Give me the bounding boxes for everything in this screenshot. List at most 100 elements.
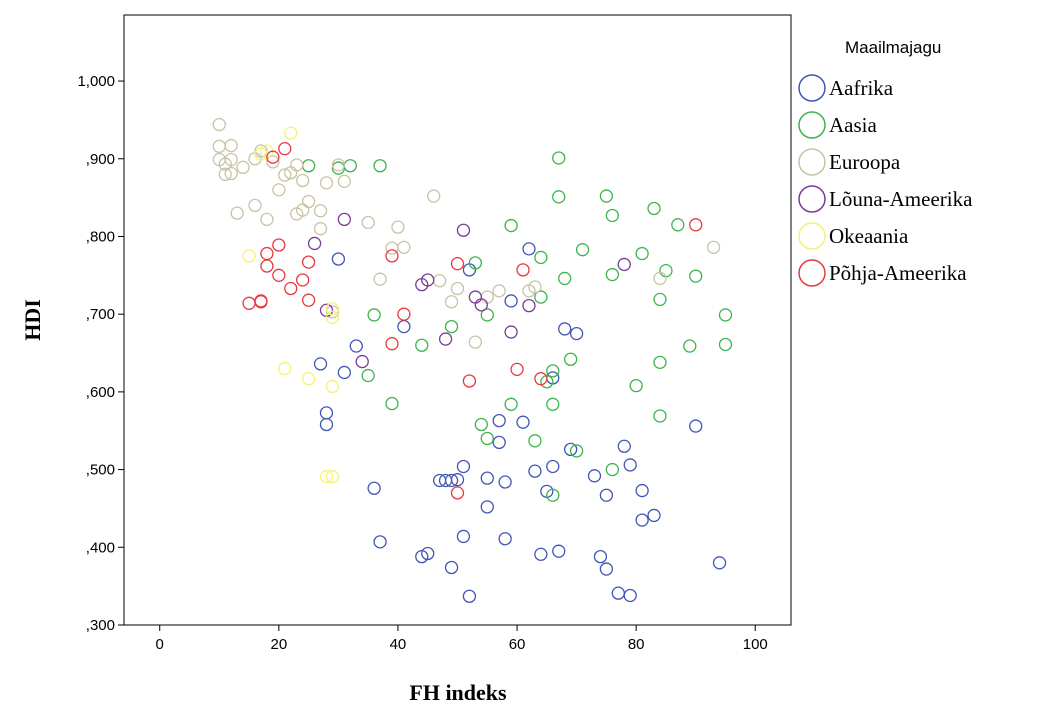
data-point xyxy=(480,471,494,485)
legend-label: Aafrika xyxy=(829,76,894,100)
data-point xyxy=(319,176,334,190)
data-point xyxy=(671,218,685,232)
data-point xyxy=(564,352,578,366)
y-tick-label: ,600 xyxy=(86,384,115,401)
data-point xyxy=(337,174,351,188)
data-point xyxy=(462,589,477,603)
data-point xyxy=(444,473,459,488)
data-point xyxy=(391,220,405,234)
data-point xyxy=(534,372,548,386)
y-tick-label: ,500 xyxy=(86,462,115,479)
data-point xyxy=(605,462,619,477)
data-point xyxy=(307,236,322,251)
data-point xyxy=(450,281,465,296)
data-point xyxy=(504,218,518,233)
data-point xyxy=(325,305,340,319)
y-tick-label: ,700 xyxy=(86,306,115,323)
x-tick-label: 80 xyxy=(628,636,645,653)
data-point xyxy=(617,257,631,272)
data-point xyxy=(325,302,340,316)
data-point xyxy=(599,488,614,502)
legend-marker xyxy=(798,259,826,287)
data-point xyxy=(480,431,494,446)
y-tick-label: ,900 xyxy=(86,151,115,168)
data-point xyxy=(623,588,637,603)
data-point xyxy=(689,218,703,232)
data-point xyxy=(254,295,268,309)
data-point xyxy=(230,206,244,220)
data-point xyxy=(552,151,566,165)
data-point xyxy=(349,339,363,353)
data-point xyxy=(635,483,649,498)
data-point xyxy=(218,167,232,181)
data-point xyxy=(224,152,238,167)
data-point xyxy=(385,249,399,263)
data-point xyxy=(397,307,411,321)
data-point xyxy=(272,183,286,197)
data-point xyxy=(504,397,518,411)
data-point xyxy=(605,267,619,282)
data-point xyxy=(421,273,435,287)
legend-marker xyxy=(798,74,826,102)
data-point xyxy=(683,339,697,353)
data-point xyxy=(468,335,483,349)
data-point xyxy=(492,284,506,298)
data-point xyxy=(575,243,590,257)
data-point xyxy=(313,357,328,371)
data-point xyxy=(558,322,572,336)
data-point xyxy=(522,242,536,256)
data-point xyxy=(224,138,238,153)
data-point xyxy=(278,361,292,376)
data-point xyxy=(528,280,542,294)
data-point xyxy=(599,562,614,576)
data-point xyxy=(331,158,346,172)
data-point xyxy=(450,473,465,487)
legend-marker xyxy=(798,148,826,176)
legend-marker xyxy=(798,222,826,250)
data-point xyxy=(546,397,560,411)
data-point xyxy=(325,379,340,394)
data-point xyxy=(635,246,649,261)
data-point xyxy=(480,500,494,514)
data-point xyxy=(284,281,298,296)
data-point xyxy=(552,544,566,558)
x-tick-label: 100 xyxy=(743,636,768,653)
data-point xyxy=(498,475,512,489)
data-point xyxy=(474,298,488,312)
x-tick-label: 20 xyxy=(270,636,287,653)
data-point xyxy=(629,379,643,393)
data-point xyxy=(224,166,238,181)
data-point xyxy=(534,547,548,561)
data-points xyxy=(212,117,733,603)
data-point xyxy=(367,308,381,322)
data-point xyxy=(605,208,619,223)
data-point xyxy=(546,364,560,378)
data-point xyxy=(367,481,381,495)
data-point xyxy=(456,529,471,544)
data-point xyxy=(301,194,316,209)
data-point xyxy=(510,362,524,376)
y-axis-ticks: ,300 ,400 ,500 ,600 ,700 ,800 ,900 1,000 xyxy=(77,73,124,634)
data-point xyxy=(516,415,530,429)
data-point xyxy=(564,442,578,457)
data-point xyxy=(296,173,310,188)
data-point xyxy=(450,486,465,500)
data-point xyxy=(337,212,351,227)
data-point xyxy=(373,535,387,549)
data-point xyxy=(325,469,340,484)
data-point xyxy=(373,159,387,173)
data-point xyxy=(635,513,649,527)
data-point xyxy=(248,198,262,213)
data-point xyxy=(301,293,316,307)
data-point xyxy=(653,409,667,423)
data-point xyxy=(427,189,441,203)
x-tick-label: 40 xyxy=(390,636,407,653)
data-point xyxy=(236,160,250,174)
data-point xyxy=(552,190,566,204)
data-point xyxy=(421,546,435,561)
data-point xyxy=(331,252,346,266)
data-point xyxy=(712,556,727,570)
data-point xyxy=(474,417,488,432)
data-point xyxy=(468,256,483,270)
legend-label: Aasia xyxy=(829,113,877,137)
